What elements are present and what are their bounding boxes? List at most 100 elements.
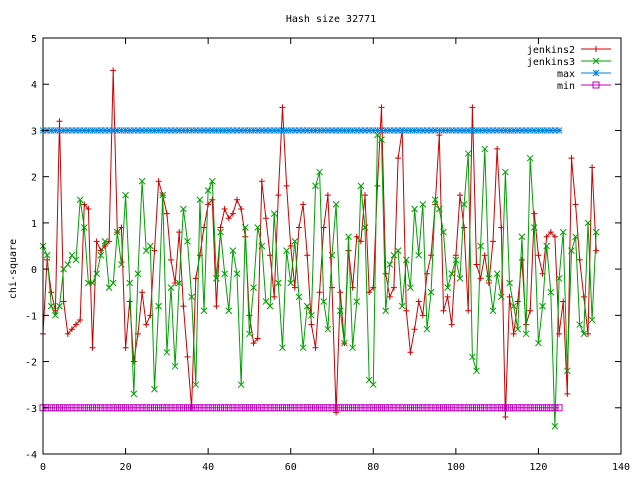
- point-jenkins3: [316, 168, 323, 176]
- point-jenkins3: [341, 339, 348, 347]
- legend-marker: [593, 46, 599, 52]
- point-jenkins2: [386, 293, 393, 300]
- point-jenkins3: [345, 233, 352, 241]
- point-min: [105, 404, 113, 412]
- point-jenkins2: [337, 289, 344, 296]
- point-jenkins3: [568, 247, 575, 254]
- point-min: [270, 404, 278, 412]
- point-jenkins2: [93, 238, 100, 245]
- point-max: [320, 127, 328, 134]
- point-jenkins3: [155, 302, 162, 310]
- point-jenkins2: [514, 298, 521, 305]
- point-max: [464, 127, 472, 134]
- y-axis-label: chi-square: [8, 239, 19, 299]
- legend-label: jenkins2: [527, 45, 575, 56]
- point-min: [345, 404, 353, 412]
- point-min: [122, 404, 130, 412]
- point-max: [64, 127, 72, 134]
- point-jenkins3: [423, 325, 431, 333]
- y-tick-label: 2: [31, 173, 37, 184]
- point-max: [118, 127, 125, 134]
- point-max: [287, 127, 295, 134]
- point-min: [394, 404, 402, 412]
- point-max: [274, 127, 282, 134]
- point-max: [502, 127, 509, 134]
- point-max: [163, 127, 171, 134]
- point-jenkins3: [535, 339, 542, 347]
- point-max: [184, 127, 191, 134]
- point-jenkins3: [526, 154, 534, 162]
- point-jenkins3: [229, 247, 237, 254]
- point-jenkins3: [353, 298, 361, 305]
- legend-marker: [592, 81, 600, 89]
- point-max: [530, 127, 538, 134]
- point-max: [258, 127, 266, 134]
- point-min: [200, 404, 208, 412]
- point-jenkins2: [390, 284, 397, 291]
- point-max: [357, 127, 365, 134]
- point-min: [311, 404, 319, 412]
- point-jenkins3: [469, 353, 476, 361]
- point-min: [419, 404, 427, 412]
- point-jenkins3: [270, 210, 278, 217]
- point-jenkins3: [324, 325, 332, 333]
- point-jenkins3: [126, 279, 134, 287]
- point-jenkins3: [328, 251, 336, 259]
- point-jenkins2: [213, 303, 220, 310]
- point-jenkins3: [52, 311, 59, 319]
- point-jenkins2: [456, 192, 463, 199]
- point-jenkins3: [357, 182, 365, 190]
- point-min: [283, 404, 291, 412]
- point-jenkins2: [68, 326, 75, 333]
- point-jenkins3: [80, 224, 88, 231]
- point-jenkins2: [312, 344, 319, 351]
- point-jenkins3: [308, 311, 315, 319]
- point-min: [452, 404, 460, 412]
- point-min: [316, 404, 324, 412]
- point-max: [122, 127, 129, 134]
- point-max: [349, 127, 356, 134]
- point-min: [254, 404, 262, 412]
- point-jenkins2: [151, 247, 158, 254]
- point-min: [196, 404, 204, 412]
- point-jenkins3: [588, 316, 596, 324]
- point-jenkins3: [97, 251, 105, 259]
- point-min: [555, 404, 563, 412]
- point-jenkins3: [184, 238, 191, 245]
- point-jenkins2: [419, 312, 426, 319]
- point-max: [365, 127, 373, 134]
- point-jenkins2: [130, 358, 137, 365]
- point-max: [85, 127, 92, 134]
- point-jenkins2: [167, 256, 174, 263]
- point-min: [382, 404, 390, 412]
- point-jenkins2: [97, 247, 104, 254]
- x-tick-label: 0: [40, 462, 46, 473]
- point-max: [374, 127, 381, 134]
- point-min: [547, 404, 555, 412]
- point-jenkins3: [233, 270, 241, 278]
- point-jenkins2: [593, 247, 600, 254]
- point-jenkins2: [176, 229, 183, 236]
- point-jenkins3: [394, 247, 402, 254]
- point-max: [423, 127, 431, 134]
- point-min: [510, 404, 518, 412]
- point-jenkins3: [444, 284, 451, 291]
- point-max: [485, 127, 493, 134]
- point-max: [497, 127, 505, 134]
- point-jenkins3: [246, 330, 253, 338]
- point-min: [411, 404, 419, 412]
- point-min: [113, 404, 121, 412]
- point-jenkins3: [122, 191, 129, 199]
- point-max: [72, 127, 80, 134]
- legend-label: jenkins3: [527, 57, 575, 68]
- point-min: [64, 404, 72, 412]
- point-min: [233, 404, 241, 412]
- point-max: [159, 127, 167, 134]
- point-jenkins2: [378, 104, 385, 111]
- point-jenkins3: [543, 242, 551, 250]
- x-tick-label: 20: [120, 462, 132, 473]
- point-min: [295, 404, 303, 412]
- point-min: [534, 404, 542, 412]
- point-min: [402, 404, 410, 412]
- point-min: [250, 404, 258, 412]
